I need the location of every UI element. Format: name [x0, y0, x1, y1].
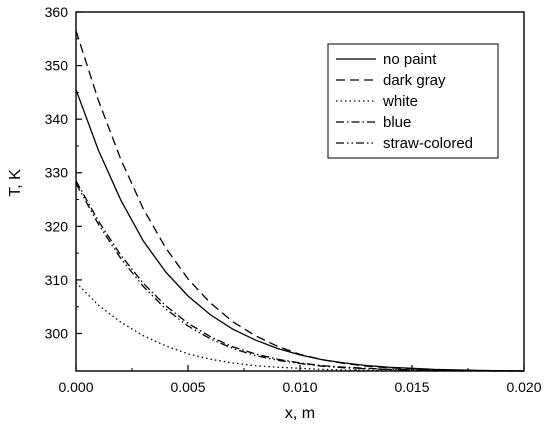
legend-entry-label: white: [382, 93, 418, 110]
x-tick-label: 0.000: [58, 379, 93, 395]
y-tick-label: 350: [45, 58, 69, 74]
y-tick-label: 310: [45, 272, 69, 288]
y-axis-label: T, K: [7, 169, 24, 197]
y-tick-label: 300: [45, 325, 69, 341]
ticks-group: 0.000 0.005 0.010 0.015 0.020 300 310 320 330 340…: [45, 4, 542, 395]
legend-entry-label: no paint: [383, 51, 437, 68]
legend-entry-label: straw-colored: [383, 135, 473, 152]
y-tick-label: 330: [45, 165, 69, 181]
y-tick-label: 320: [45, 218, 69, 234]
x-tick-label: 0.005: [170, 379, 205, 395]
x-tick-label: 0.020: [506, 379, 541, 395]
y-tick-label: 340: [45, 111, 69, 127]
legend: no paint dark gray white blue straw-colored: [327, 43, 499, 159]
legend-entry-label: blue: [383, 114, 411, 131]
x-tick-label: 0.010: [282, 379, 317, 395]
legend-box: [327, 43, 499, 159]
legend-entry-label: dark gray: [383, 72, 446, 89]
x-axis-label: x, m: [285, 405, 315, 422]
x-tick-label: 0.015: [394, 379, 429, 395]
series-line-white: [75, 282, 524, 372]
y-tick-label: 360: [45, 4, 69, 20]
series-line-straw-colored: [75, 183, 525, 372]
